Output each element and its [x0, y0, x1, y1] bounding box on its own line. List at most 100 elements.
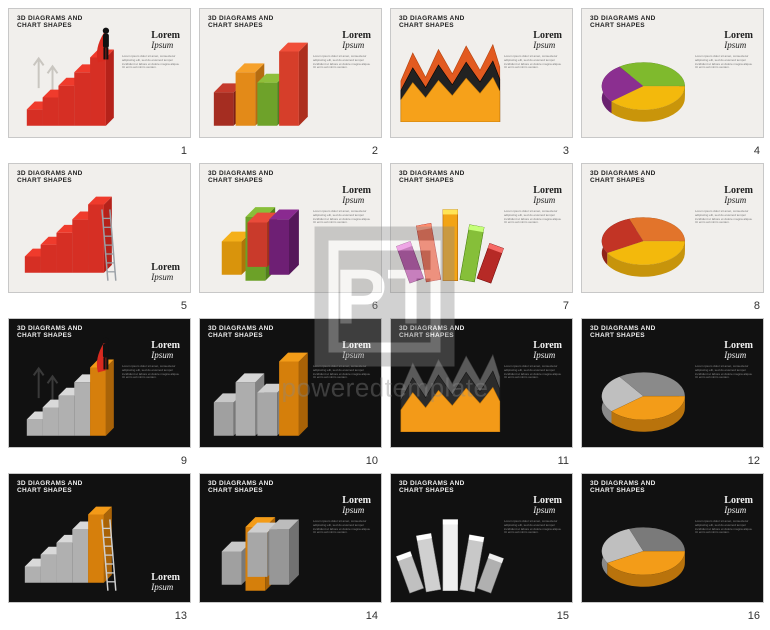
body-text: Lorem ipsum dolor sit amet, consectetur … — [313, 210, 371, 225]
slide-thumb[interactable]: 3D DIAGRAMS AND CHART SHAPES Lorem Ipsum… — [8, 8, 191, 138]
lorem-sub: Ipsum — [724, 505, 746, 515]
slide-number: 1 — [181, 145, 187, 157]
slide-cell: 3D DIAGRAMS AND CHART SHAPES Lorem Ipsum… — [8, 163, 191, 310]
slide-thumb[interactable]: 3D DIAGRAMS AND CHART SHAPES Lorem Ipsum… — [8, 318, 191, 448]
slide-number: 16 — [748, 610, 760, 622]
lorem-title: Lorem Ipsum — [151, 341, 180, 360]
chart-stage — [582, 164, 763, 293]
chart-stage — [582, 319, 763, 448]
lorem-title: Lorem Ipsum — [151, 573, 180, 592]
slide-thumb[interactable]: 3D DIAGRAMS AND CHART SHAPES Lorem Ipsum… — [390, 318, 573, 448]
slide-cell: 3D DIAGRAMS AND CHART SHAPES Lorem Ipsum… — [390, 8, 573, 155]
lorem-sub: Ipsum — [724, 350, 746, 360]
lorem-sub: Ipsum — [151, 40, 173, 50]
lorem-title: Lorem Ipsum — [724, 341, 753, 360]
lorem-title: Lorem Ipsum — [724, 31, 753, 50]
lorem-sub: Ipsum — [533, 40, 555, 50]
lorem-sub: Ipsum — [533, 350, 555, 360]
slide-number: 5 — [181, 300, 187, 312]
lorem-sub: Ipsum — [151, 272, 173, 282]
lorem-sub: Ipsum — [533, 505, 555, 515]
body-text: Lorem ipsum dolor sit amet, consectetur … — [695, 365, 753, 380]
slide-cell: 3D DIAGRAMS AND CHART SHAPES Lorem Ipsum… — [390, 163, 573, 310]
slide-thumb[interactable]: 3D DIAGRAMS AND CHART SHAPES Lorem Ipsum… — [199, 473, 382, 603]
slide-thumb[interactable]: 3D DIAGRAMS AND CHART SHAPES Lorem Ipsum… — [581, 8, 764, 138]
lorem-title: Lorem Ipsum — [342, 496, 371, 515]
chart-stage — [200, 164, 381, 293]
lorem-title: Lorem Ipsum — [724, 496, 753, 515]
slide-number: 7 — [563, 300, 569, 312]
slide-thumb[interactable]: 3D DIAGRAMS AND CHART SHAPES Lorem Ipsum… — [8, 473, 191, 603]
chart-stage — [391, 9, 572, 138]
slide-thumb[interactable]: 3D DIAGRAMS AND CHART SHAPES Lorem Ipsum… — [581, 318, 764, 448]
slide-cell: 3D DIAGRAMS AND CHART SHAPES Lorem Ipsum… — [8, 318, 191, 465]
lorem-title: Lorem Ipsum — [151, 31, 180, 50]
lorem-sub: Ipsum — [533, 195, 555, 205]
lorem-sub: Ipsum — [151, 350, 173, 360]
slide-number: 8 — [754, 300, 760, 312]
lorem-title: Lorem Ipsum — [151, 263, 180, 282]
body-text: Lorem ipsum dolor sit amet, consectetur … — [695, 210, 753, 225]
slide-number: 6 — [372, 300, 378, 312]
chart-stage — [582, 474, 763, 603]
slide-thumb[interactable]: 3D DIAGRAMS AND CHART SHAPES Lorem Ipsum… — [199, 8, 382, 138]
slide-cell: 3D DIAGRAMS AND CHART SHAPES Lorem Ipsum… — [581, 318, 764, 465]
chart-stage — [9, 319, 190, 448]
slide-thumb[interactable]: 3D DIAGRAMS AND CHART SHAPES Lorem Ipsum… — [390, 473, 573, 603]
slide-cell: 3D DIAGRAMS AND CHART SHAPES Lorem Ipsum… — [8, 8, 191, 155]
slide-number: 10 — [366, 455, 378, 467]
body-text: Lorem ipsum dolor sit amet, consectetur … — [313, 55, 371, 70]
slide-number: 2 — [372, 145, 378, 157]
slide-thumb[interactable]: 3D DIAGRAMS AND CHART SHAPES Lorem Ipsum… — [199, 163, 382, 293]
slide-cell: 3D DIAGRAMS AND CHART SHAPES Lorem Ipsum… — [581, 8, 764, 155]
slide-cell: 3D DIAGRAMS AND CHART SHAPES Lorem Ipsum… — [199, 163, 382, 310]
slide-thumb[interactable]: 3D DIAGRAMS AND CHART SHAPES Lorem Ipsum… — [199, 318, 382, 448]
lorem-title: Lorem Ipsum — [533, 31, 562, 50]
slide-thumb[interactable]: 3D DIAGRAMS AND CHART SHAPES Lorem Ipsum… — [390, 163, 573, 293]
lorem-sub: Ipsum — [342, 40, 364, 50]
body-text: Lorem ipsum dolor sit amet, consectetur … — [695, 520, 753, 535]
chart-stage — [200, 319, 381, 448]
lorem-sub: Ipsum — [342, 350, 364, 360]
slide-cell: 3D DIAGRAMS AND CHART SHAPES Lorem Ipsum… — [199, 318, 382, 465]
slide-number: 3 — [563, 145, 569, 157]
body-text: Lorem ipsum dolor sit amet, consectetur … — [504, 210, 562, 225]
lorem-sub: Ipsum — [342, 195, 364, 205]
body-text: Lorem ipsum dolor sit amet, consectetur … — [504, 365, 562, 380]
slide-cell: 3D DIAGRAMS AND CHART SHAPES Lorem Ipsum… — [199, 473, 382, 620]
lorem-sub: Ipsum — [151, 582, 173, 592]
chart-stage — [200, 474, 381, 603]
slide-thumb[interactable]: 3D DIAGRAMS AND CHART SHAPES Lorem Ipsum… — [581, 473, 764, 603]
slide-thumb[interactable]: 3D DIAGRAMS AND CHART SHAPES Lorem Ipsum… — [581, 163, 764, 293]
lorem-title: Lorem Ipsum — [533, 186, 562, 205]
lorem-sub: Ipsum — [724, 40, 746, 50]
slide-number: 13 — [175, 610, 187, 622]
chart-stage — [391, 319, 572, 448]
lorem-title: Lorem Ipsum — [533, 341, 562, 360]
lorem-title: Lorem Ipsum — [724, 186, 753, 205]
slide-number: 14 — [366, 610, 378, 622]
lorem-title: Lorem Ipsum — [342, 186, 371, 205]
chart-stage — [9, 9, 190, 138]
body-text: Lorem ipsum dolor sit amet, consectetur … — [504, 55, 562, 70]
slide-number: 15 — [557, 610, 569, 622]
body-text: Lorem ipsum dolor sit amet, consectetur … — [122, 55, 180, 70]
body-text: Lorem ipsum dolor sit amet, consectetur … — [504, 520, 562, 535]
chart-stage — [391, 474, 572, 603]
slide-cell: 3D DIAGRAMS AND CHART SHAPES Lorem Ipsum… — [199, 8, 382, 155]
body-text: Lorem ipsum dolor sit amet, consectetur … — [313, 520, 371, 535]
lorem-sub: Ipsum — [724, 195, 746, 205]
chart-stage — [391, 164, 572, 293]
chart-stage — [582, 9, 763, 138]
slide-number: 4 — [754, 145, 760, 157]
lorem-sub: Ipsum — [342, 505, 364, 515]
slide-cell: 3D DIAGRAMS AND CHART SHAPES Lorem Ipsum… — [390, 473, 573, 620]
slide-grid: 3D DIAGRAMS AND CHART SHAPES Lorem Ipsum… — [0, 0, 770, 628]
slide-cell: 3D DIAGRAMS AND CHART SHAPES Lorem Ipsum… — [390, 318, 573, 465]
slide-cell: 3D DIAGRAMS AND CHART SHAPES Lorem Ipsum… — [581, 473, 764, 620]
slide-thumb[interactable]: 3D DIAGRAMS AND CHART SHAPES Lorem Ipsum… — [390, 8, 573, 138]
slide-thumb[interactable]: 3D DIAGRAMS AND CHART SHAPES Lorem Ipsum… — [8, 163, 191, 293]
lorem-title: Lorem Ipsum — [342, 341, 371, 360]
lorem-title: Lorem Ipsum — [533, 496, 562, 515]
body-text: Lorem ipsum dolor sit amet, consectetur … — [313, 365, 371, 380]
